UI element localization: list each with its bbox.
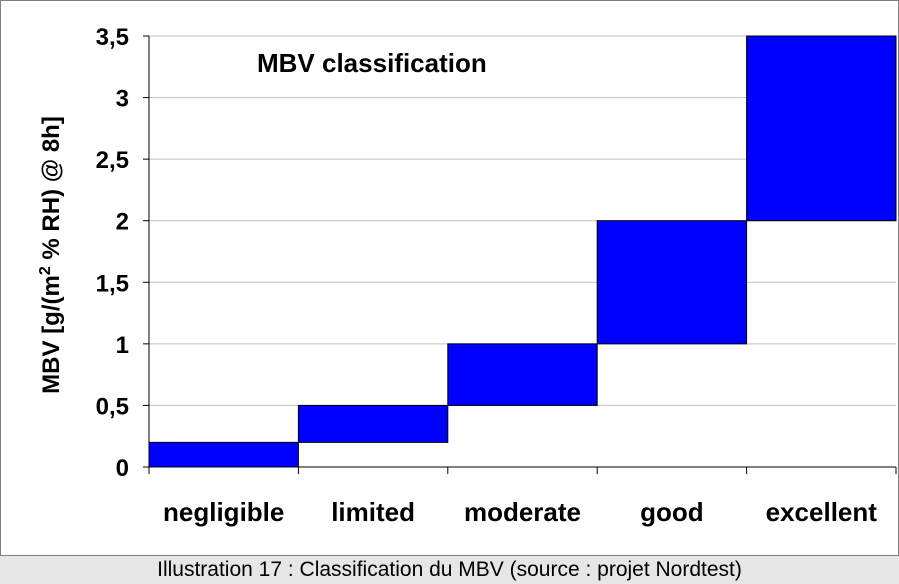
mbv-chart: 0 0,5 1 1,5 2 2,5 3 3,5 negligible limited moderat…: [37, 24, 897, 527]
bar-negligible: [148, 441, 299, 468]
bars: [148, 35, 897, 468]
y-tick-label: 2,5: [96, 147, 129, 174]
chart-frame: 0 0,5 1 1,5 2 2,5 3 3,5 negligible limited moderat…: [0, 0, 899, 556]
y-tick-label: 0: [116, 455, 129, 482]
category-label-limited: limited: [331, 497, 415, 527]
bar-excellent: [746, 35, 897, 222]
y-axis-label: MBV [g/(m2 % RH) @ 8h]: [37, 116, 65, 394]
category-label-negligible: negligible: [163, 497, 284, 527]
y-tick-label: 0,5: [96, 393, 129, 420]
y-tick-label: 2: [116, 209, 129, 236]
chart-title: MBV classification: [257, 48, 487, 78]
y-tick-label: 1,5: [96, 270, 129, 297]
category-label-moderate: moderate: [464, 497, 581, 527]
bar-good: [596, 220, 748, 345]
bar-moderate: [447, 343, 598, 406]
axes: 0 0,5 1 1,5 2 2,5 3 3,5 negligible limited moderat…: [96, 24, 897, 527]
category-label-excellent: excellent: [766, 497, 878, 527]
y-tick-label: 3: [116, 86, 129, 113]
y-tick-label: 3,5: [96, 24, 129, 51]
figure-caption: Illustration 17 : Classification du MBV …: [0, 556, 899, 584]
bar-limited: [297, 404, 449, 443]
category-label-good: good: [640, 497, 704, 527]
grid-lines: [149, 35, 896, 406]
y-tick-label: 1: [116, 332, 129, 359]
